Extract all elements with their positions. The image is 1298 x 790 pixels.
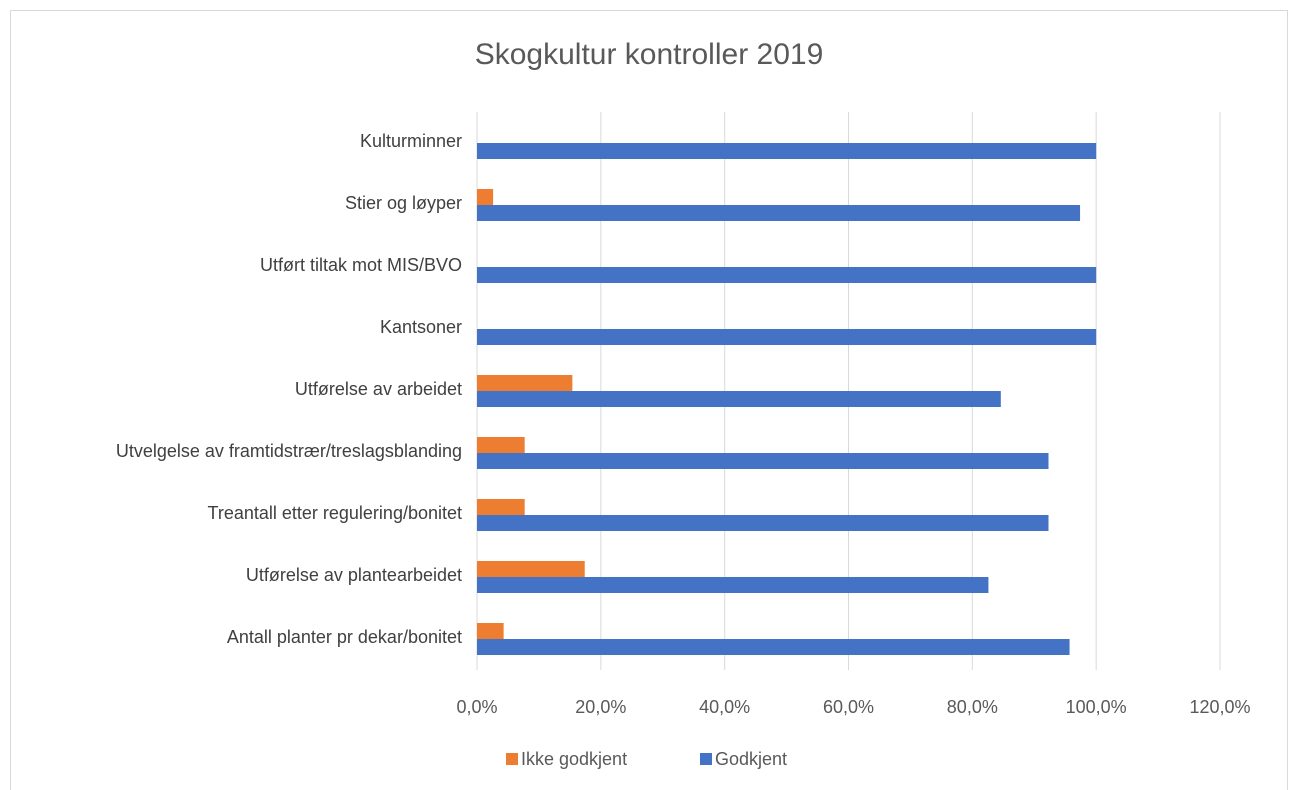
bar: [477, 375, 573, 391]
legend-label: Godkjent: [715, 749, 787, 769]
y-tick-label: Utførelse av plantearbeidet: [246, 565, 462, 585]
x-tick-label: 60,0%: [823, 697, 874, 717]
bar: [477, 189, 494, 205]
bar: [477, 437, 525, 453]
legend-label: Ikke godkjent: [521, 749, 627, 769]
x-tick-label: 40,0%: [699, 697, 750, 717]
bar: [477, 499, 525, 515]
chart-title: Skogkultur kontroller 2019: [475, 38, 824, 71]
legend-swatch: [700, 753, 712, 765]
y-tick-label: Stier og løyper: [345, 193, 462, 213]
bar: [477, 453, 1049, 469]
y-tick-label: Antall planter pr dekar/bonitet: [227, 627, 462, 647]
bar: [477, 623, 504, 639]
bar: [477, 515, 1049, 531]
y-tick-label: Utvelgelse av framtidstrær/treslagsbland…: [116, 441, 462, 461]
bar: [477, 561, 585, 577]
bar: [477, 577, 989, 593]
bar: [477, 267, 1097, 283]
y-tick-label: Treantall etter regulering/bonitet: [208, 503, 462, 523]
bar: [477, 391, 1001, 407]
x-tick-label: 0,0%: [456, 697, 497, 717]
y-tick-label: Utførelse av arbeidet: [295, 379, 462, 399]
bar: [477, 143, 1097, 159]
x-tick-label: 120,0%: [1189, 697, 1250, 717]
bar: [477, 205, 1081, 221]
y-tick-label: Utført tiltak mot MIS/BVO: [260, 255, 462, 275]
x-tick-label: 20,0%: [575, 697, 626, 717]
y-tick-label: Kantsoner: [380, 317, 462, 337]
legend-swatch: [506, 753, 518, 765]
x-tick-label: 100,0%: [1066, 697, 1127, 717]
bar: [477, 639, 1070, 655]
y-tick-label: Kulturminner: [360, 131, 462, 151]
x-tick-label: 80,0%: [947, 697, 998, 717]
bar: [477, 329, 1097, 345]
